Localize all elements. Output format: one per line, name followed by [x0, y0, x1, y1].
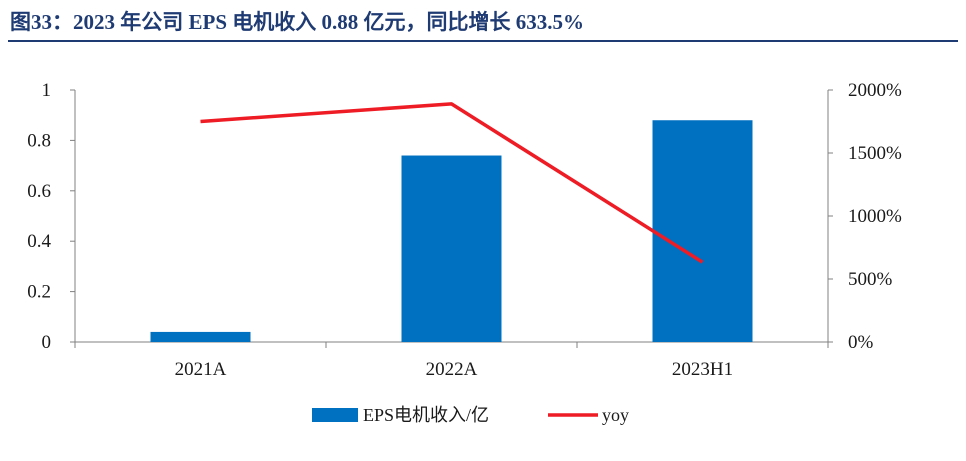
title-rule [8, 40, 958, 42]
y-left-tick-label: 0.8 [27, 130, 51, 151]
legend-label-bar: EPS电机收入/亿 [363, 405, 489, 425]
x-tick-label: 2021A [175, 359, 227, 380]
legend-swatch-bar [312, 408, 358, 422]
y-right-tick-label: 1500% [848, 143, 902, 164]
bar-2022A [401, 155, 502, 342]
y-right-tick-label: 0% [848, 332, 874, 353]
legend: EPS电机收入/亿 yoy [312, 405, 629, 425]
y-left-tick-label: 0 [42, 332, 52, 353]
y-left-tick-label: 0.6 [27, 181, 51, 202]
x-tick-label: 2022A [426, 359, 478, 380]
legend-label-line: yoy [602, 405, 629, 425]
y-right-tick-label: 500% [848, 269, 893, 290]
y-right-tick-label: 2000% [848, 80, 902, 101]
tick-labels: 0 0.2 0.4 0.6 0.8 1 0% 500% 1000% 1500% 2000% 2021A… [27, 80, 902, 380]
bar-2023H1 [652, 120, 753, 343]
y-left-tick-label: 0.2 [27, 282, 51, 303]
chart-title: 图33：2023 年公司 EPS 电机收入 0.88 亿元，同比增长 633.5… [10, 10, 585, 34]
y-right-tick-label: 1000% [848, 206, 902, 227]
x-tick-label: 2023H1 [672, 359, 733, 380]
y-left-tick-label: 0.4 [27, 231, 51, 252]
bar-series [150, 120, 753, 343]
line-series [200, 102, 704, 264]
y-left-tick-label: 1 [42, 80, 52, 101]
bar-2021A [150, 331, 251, 342]
